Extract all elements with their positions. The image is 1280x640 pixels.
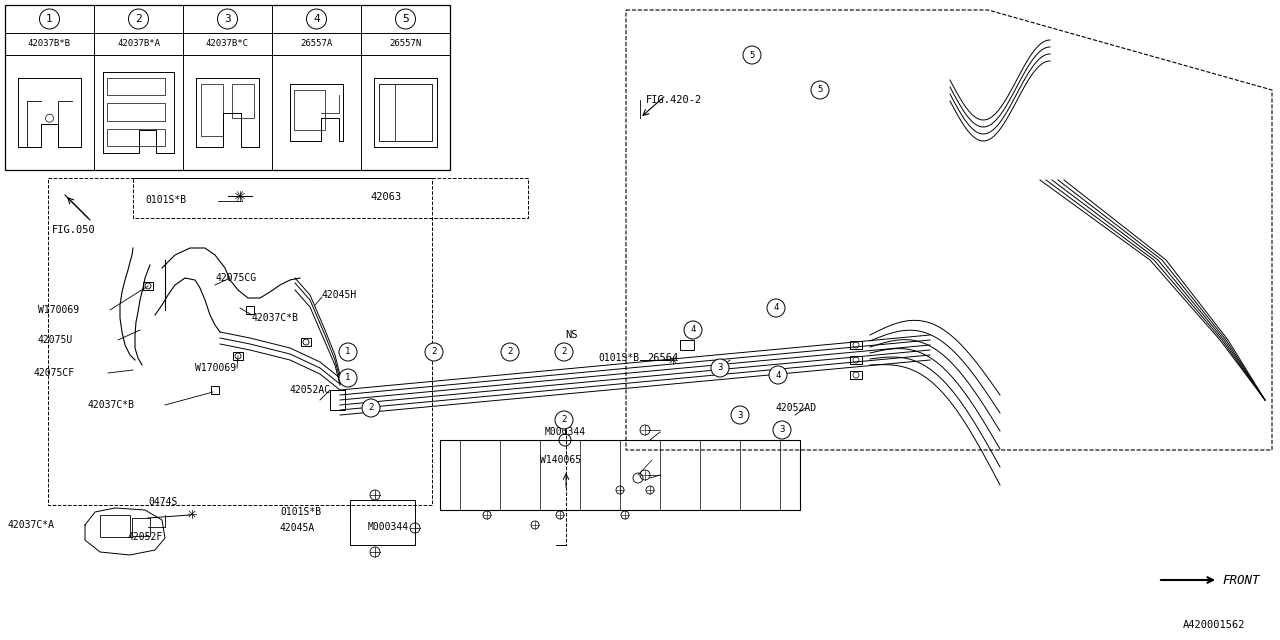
Bar xyxy=(201,84,223,136)
Bar xyxy=(246,306,253,314)
Circle shape xyxy=(303,339,308,345)
Text: 42052F: 42052F xyxy=(128,532,164,542)
Bar xyxy=(850,356,861,364)
Text: 5: 5 xyxy=(402,14,408,24)
Bar xyxy=(330,390,346,410)
Bar xyxy=(211,386,219,394)
Text: 0101S*B: 0101S*B xyxy=(145,195,186,205)
Bar xyxy=(100,515,131,537)
Circle shape xyxy=(742,46,762,64)
Text: W170069: W170069 xyxy=(38,305,79,315)
Circle shape xyxy=(710,359,730,377)
Text: 2: 2 xyxy=(136,14,142,24)
Text: 1: 1 xyxy=(46,14,52,24)
Circle shape xyxy=(767,299,785,317)
Circle shape xyxy=(556,343,573,361)
Text: 4: 4 xyxy=(776,371,781,380)
Circle shape xyxy=(500,343,518,361)
Bar xyxy=(5,5,451,170)
Text: 2: 2 xyxy=(507,348,513,356)
Text: 42063: 42063 xyxy=(370,192,401,202)
Bar xyxy=(108,129,165,146)
Text: 26557A: 26557A xyxy=(301,40,333,49)
Text: 2: 2 xyxy=(562,348,567,356)
Circle shape xyxy=(769,366,787,384)
Bar xyxy=(108,103,165,120)
Bar xyxy=(850,341,861,349)
Bar xyxy=(349,500,415,545)
Text: 42037B*A: 42037B*A xyxy=(116,40,160,49)
Text: 42075U: 42075U xyxy=(38,335,73,345)
Circle shape xyxy=(339,343,357,361)
Text: 42037B*C: 42037B*C xyxy=(206,40,250,49)
Text: 3: 3 xyxy=(717,364,723,372)
Bar xyxy=(232,84,255,118)
Text: 42037C*B: 42037C*B xyxy=(88,400,134,410)
Text: 1: 1 xyxy=(346,348,351,356)
Circle shape xyxy=(339,369,357,387)
Circle shape xyxy=(236,353,241,359)
Text: FIG.050: FIG.050 xyxy=(52,225,96,235)
Text: 4: 4 xyxy=(314,14,320,24)
Bar xyxy=(132,518,150,536)
Text: 3: 3 xyxy=(224,14,230,24)
Bar xyxy=(233,352,243,360)
Circle shape xyxy=(556,411,573,429)
Text: 42045A: 42045A xyxy=(280,523,315,533)
Circle shape xyxy=(773,421,791,439)
Text: 2: 2 xyxy=(369,403,374,413)
Text: 4: 4 xyxy=(773,303,778,312)
Text: 42045H: 42045H xyxy=(323,290,357,300)
Bar xyxy=(108,78,165,95)
Circle shape xyxy=(684,321,701,339)
Text: 3: 3 xyxy=(780,426,785,435)
Text: 2: 2 xyxy=(431,348,436,356)
Text: 0101S*B: 0101S*B xyxy=(280,507,321,517)
Text: 1: 1 xyxy=(346,374,351,383)
Bar xyxy=(379,84,433,141)
Text: M000344: M000344 xyxy=(545,427,586,437)
Circle shape xyxy=(425,343,443,361)
Text: 5: 5 xyxy=(749,51,755,60)
Bar xyxy=(49,178,433,505)
Text: 42037B*B: 42037B*B xyxy=(28,40,70,49)
Circle shape xyxy=(362,399,380,417)
Text: 42037C*B: 42037C*B xyxy=(252,313,300,323)
Text: FIG.420-2: FIG.420-2 xyxy=(646,95,703,105)
Text: 42075CF: 42075CF xyxy=(33,368,74,378)
Text: 4: 4 xyxy=(690,326,696,335)
Text: 0101S*B: 0101S*B xyxy=(598,353,639,363)
Circle shape xyxy=(812,81,829,99)
Text: 2: 2 xyxy=(562,415,567,424)
Text: 3: 3 xyxy=(737,410,742,419)
Text: 42075CG: 42075CG xyxy=(215,273,256,283)
Text: 5: 5 xyxy=(818,86,823,95)
Text: M000344: M000344 xyxy=(369,522,410,532)
Text: 42052AD: 42052AD xyxy=(774,403,817,413)
Text: 26564: 26564 xyxy=(646,353,678,363)
Bar xyxy=(143,282,154,290)
Bar xyxy=(301,338,311,346)
Text: NS: NS xyxy=(564,330,577,340)
Bar xyxy=(294,90,325,130)
Circle shape xyxy=(145,283,151,289)
Text: 42052AC: 42052AC xyxy=(291,385,332,395)
Text: 26557N: 26557N xyxy=(389,40,421,49)
Text: FRONT: FRONT xyxy=(1222,573,1260,586)
Text: 0474S: 0474S xyxy=(148,497,178,507)
Text: W170069: W170069 xyxy=(195,363,236,373)
Text: A420001562: A420001562 xyxy=(1183,620,1245,630)
Bar xyxy=(680,340,694,350)
Text: 42037C*A: 42037C*A xyxy=(8,520,55,530)
Circle shape xyxy=(731,406,749,424)
Bar xyxy=(440,440,800,510)
Bar xyxy=(133,178,529,218)
Bar xyxy=(850,371,861,379)
Text: W140065: W140065 xyxy=(540,455,581,465)
